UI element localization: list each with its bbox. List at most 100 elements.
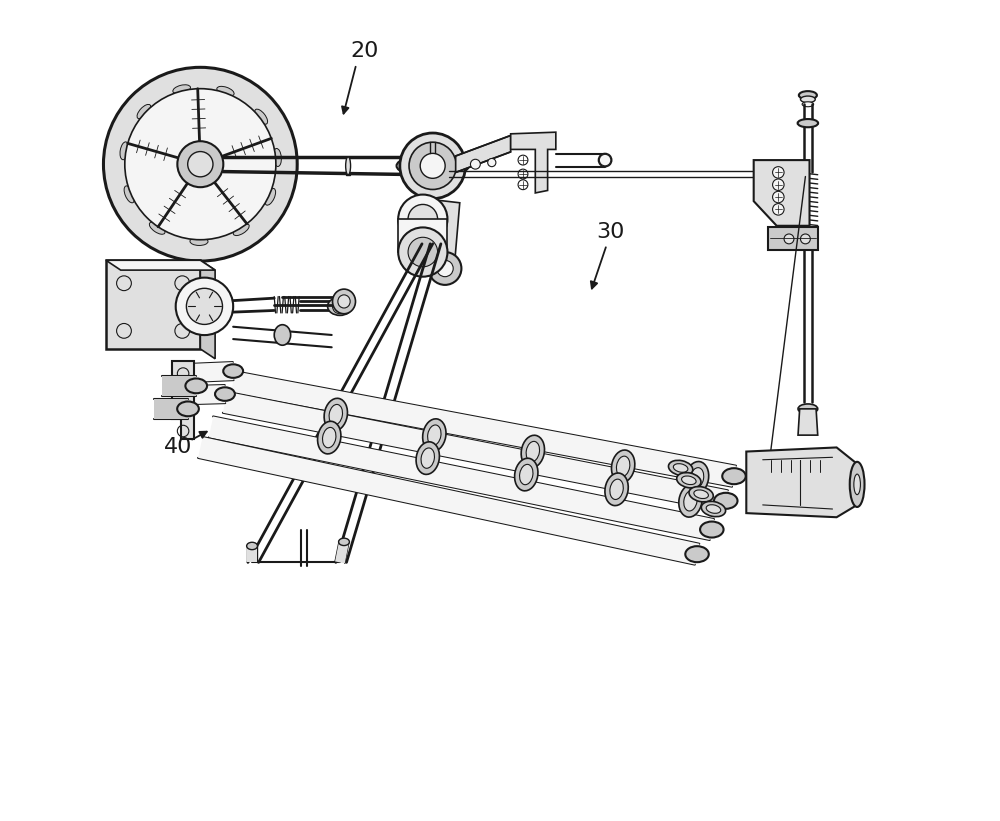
- Ellipse shape: [397, 154, 469, 177]
- Ellipse shape: [690, 468, 704, 488]
- Bar: [768, 227, 818, 250]
- Ellipse shape: [339, 539, 349, 545]
- Ellipse shape: [610, 479, 623, 499]
- Circle shape: [186, 288, 223, 324]
- Circle shape: [599, 154, 611, 166]
- Ellipse shape: [217, 86, 234, 96]
- Ellipse shape: [802, 102, 814, 107]
- Ellipse shape: [423, 419, 446, 452]
- Circle shape: [333, 299, 347, 314]
- Ellipse shape: [668, 461, 693, 475]
- Ellipse shape: [247, 542, 257, 550]
- Ellipse shape: [233, 224, 249, 236]
- Polygon shape: [162, 376, 196, 396]
- Ellipse shape: [421, 448, 434, 468]
- Circle shape: [488, 158, 496, 167]
- Polygon shape: [456, 135, 511, 172]
- Ellipse shape: [520, 465, 533, 484]
- Text: 20: 20: [350, 41, 379, 61]
- Ellipse shape: [190, 237, 208, 245]
- Ellipse shape: [223, 365, 243, 378]
- Ellipse shape: [333, 289, 356, 314]
- Ellipse shape: [329, 405, 343, 424]
- Polygon shape: [106, 260, 215, 270]
- Polygon shape: [511, 132, 556, 193]
- Ellipse shape: [798, 119, 818, 127]
- Ellipse shape: [177, 401, 199, 416]
- Circle shape: [773, 167, 784, 178]
- Ellipse shape: [328, 297, 352, 315]
- Ellipse shape: [694, 490, 708, 498]
- Circle shape: [176, 277, 233, 335]
- Polygon shape: [798, 409, 818, 435]
- Polygon shape: [209, 416, 714, 540]
- Ellipse shape: [799, 91, 817, 99]
- Polygon shape: [154, 399, 188, 419]
- Circle shape: [398, 195, 447, 244]
- Text: 40: 40: [164, 438, 192, 457]
- Circle shape: [773, 179, 784, 190]
- Circle shape: [188, 152, 213, 177]
- Ellipse shape: [324, 398, 347, 431]
- Ellipse shape: [521, 435, 545, 468]
- Circle shape: [408, 204, 438, 234]
- Ellipse shape: [149, 222, 165, 234]
- Ellipse shape: [526, 442, 540, 461]
- Ellipse shape: [416, 442, 439, 475]
- Ellipse shape: [800, 96, 815, 103]
- Polygon shape: [424, 199, 460, 260]
- Polygon shape: [754, 160, 810, 226]
- Polygon shape: [200, 260, 215, 359]
- Polygon shape: [198, 437, 699, 565]
- Ellipse shape: [616, 456, 630, 476]
- Ellipse shape: [599, 154, 612, 167]
- Ellipse shape: [689, 487, 713, 502]
- Circle shape: [400, 133, 466, 199]
- Ellipse shape: [714, 493, 738, 509]
- Circle shape: [437, 260, 453, 277]
- Ellipse shape: [323, 428, 336, 447]
- Circle shape: [773, 191, 784, 203]
- Polygon shape: [335, 541, 349, 563]
- Polygon shape: [106, 260, 200, 349]
- Text: 30: 30: [597, 222, 625, 241]
- Polygon shape: [746, 447, 857, 517]
- Ellipse shape: [185, 378, 207, 393]
- Ellipse shape: [265, 189, 276, 205]
- Polygon shape: [175, 362, 234, 383]
- Ellipse shape: [120, 142, 129, 160]
- Circle shape: [784, 234, 794, 244]
- Circle shape: [470, 159, 480, 169]
- Polygon shape: [231, 371, 736, 487]
- Circle shape: [420, 154, 445, 178]
- Ellipse shape: [798, 404, 818, 414]
- Polygon shape: [247, 546, 257, 562]
- Polygon shape: [223, 392, 728, 511]
- Circle shape: [773, 204, 784, 215]
- Ellipse shape: [255, 109, 268, 124]
- Ellipse shape: [215, 388, 235, 401]
- Ellipse shape: [428, 425, 441, 445]
- Ellipse shape: [338, 295, 350, 308]
- Ellipse shape: [701, 502, 726, 516]
- Ellipse shape: [124, 186, 134, 203]
- Ellipse shape: [677, 473, 701, 488]
- Circle shape: [177, 141, 223, 187]
- Polygon shape: [167, 385, 225, 405]
- Ellipse shape: [684, 491, 697, 511]
- Circle shape: [408, 237, 438, 267]
- Ellipse shape: [685, 461, 709, 494]
- Ellipse shape: [685, 546, 709, 562]
- Ellipse shape: [722, 468, 746, 484]
- Ellipse shape: [173, 85, 190, 94]
- Ellipse shape: [854, 475, 860, 494]
- Ellipse shape: [679, 484, 702, 517]
- Ellipse shape: [673, 464, 688, 472]
- Ellipse shape: [611, 450, 635, 483]
- Ellipse shape: [850, 461, 865, 507]
- Circle shape: [125, 89, 276, 240]
- Ellipse shape: [137, 104, 151, 119]
- Ellipse shape: [274, 325, 291, 345]
- Ellipse shape: [605, 473, 628, 506]
- Circle shape: [409, 142, 456, 190]
